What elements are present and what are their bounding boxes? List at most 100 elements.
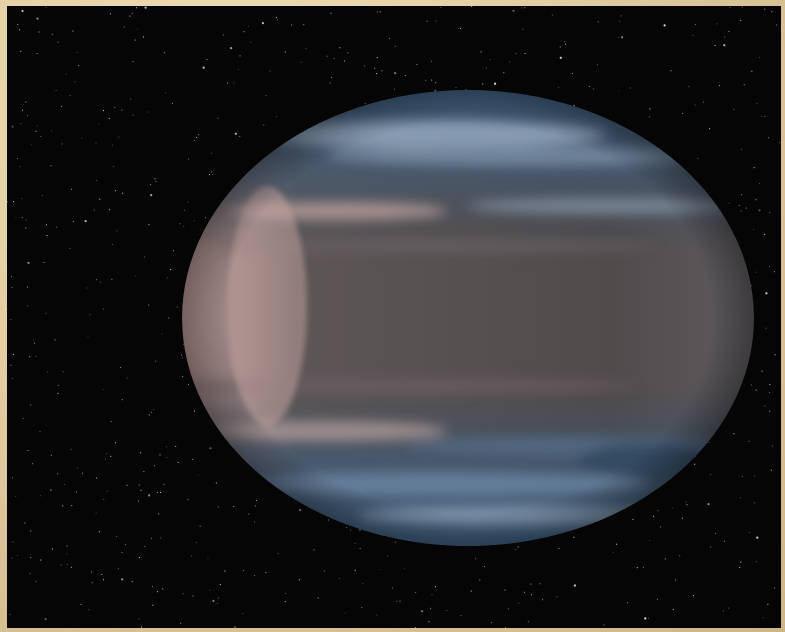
star	[379, 568, 381, 571]
star	[10, 319, 12, 321]
star	[84, 220, 87, 223]
star	[233, 626, 236, 628]
star	[156, 591, 158, 593]
star	[106, 490, 108, 492]
star	[242, 612, 244, 615]
star	[489, 59, 491, 61]
star	[182, 593, 184, 595]
star	[25, 227, 27, 229]
star	[119, 366, 122, 369]
star	[35, 581, 37, 583]
star	[146, 111, 149, 113]
star	[72, 220, 74, 222]
star	[98, 531, 100, 533]
star	[284, 592, 287, 595]
star	[63, 483, 66, 485]
star	[657, 510, 659, 512]
star	[61, 105, 63, 107]
star	[239, 135, 241, 137]
star	[710, 546, 712, 548]
star	[212, 599, 215, 603]
star	[166, 277, 168, 279]
star	[760, 115, 762, 118]
star	[653, 515, 655, 517]
star	[130, 98, 132, 100]
star	[620, 15, 622, 17]
star	[745, 207, 747, 209]
star	[556, 596, 558, 598]
star	[12, 353, 14, 355]
star	[131, 12, 133, 14]
star	[150, 537, 152, 539]
star	[61, 143, 63, 145]
star	[47, 371, 49, 373]
star	[183, 225, 185, 227]
star	[95, 142, 97, 144]
star	[664, 558, 666, 560]
star	[479, 579, 481, 581]
star	[255, 499, 258, 502]
star	[649, 108, 651, 110]
star	[558, 86, 560, 88]
star	[515, 549, 517, 551]
star	[50, 165, 52, 167]
star	[460, 614, 462, 617]
star	[317, 597, 319, 599]
star	[764, 405, 766, 407]
star	[761, 370, 763, 372]
star	[707, 503, 710, 506]
star	[122, 192, 124, 194]
star	[150, 194, 153, 197]
star	[512, 9, 515, 12]
star	[774, 587, 776, 589]
star	[175, 445, 177, 447]
star	[741, 475, 743, 477]
star	[277, 552, 279, 555]
star	[195, 541, 197, 543]
star	[714, 532, 717, 534]
star	[50, 489, 52, 491]
star	[163, 483, 165, 485]
star	[21, 198, 23, 200]
star	[376, 73, 378, 75]
star	[30, 144, 32, 146]
star	[755, 561, 757, 563]
star	[75, 491, 78, 493]
star	[10, 276, 13, 278]
star	[69, 247, 71, 249]
star	[35, 130, 37, 132]
star	[748, 531, 750, 533]
star	[132, 61, 134, 63]
star	[728, 607, 730, 609]
star	[112, 166, 114, 168]
star	[99, 198, 101, 200]
star	[414, 626, 416, 628]
star	[36, 17, 39, 20]
star	[81, 137, 83, 139]
star	[659, 526, 661, 528]
star	[480, 51, 482, 53]
star	[471, 6, 473, 8]
star	[150, 183, 152, 185]
star	[399, 600, 401, 602]
star	[36, 125, 38, 127]
star	[81, 472, 83, 474]
star	[227, 82, 229, 84]
star	[571, 72, 573, 75]
star	[101, 573, 103, 576]
star	[688, 85, 690, 87]
star	[391, 587, 393, 589]
planet	[182, 90, 754, 546]
star	[592, 88, 594, 90]
star	[45, 7, 47, 9]
star	[724, 36, 726, 38]
star	[771, 11, 773, 13]
star	[394, 72, 397, 75]
star	[103, 579, 105, 581]
star	[109, 209, 111, 211]
star	[682, 112, 684, 114]
star	[524, 7, 526, 9]
star	[381, 70, 383, 72]
star	[217, 506, 219, 508]
star	[250, 41, 252, 43]
